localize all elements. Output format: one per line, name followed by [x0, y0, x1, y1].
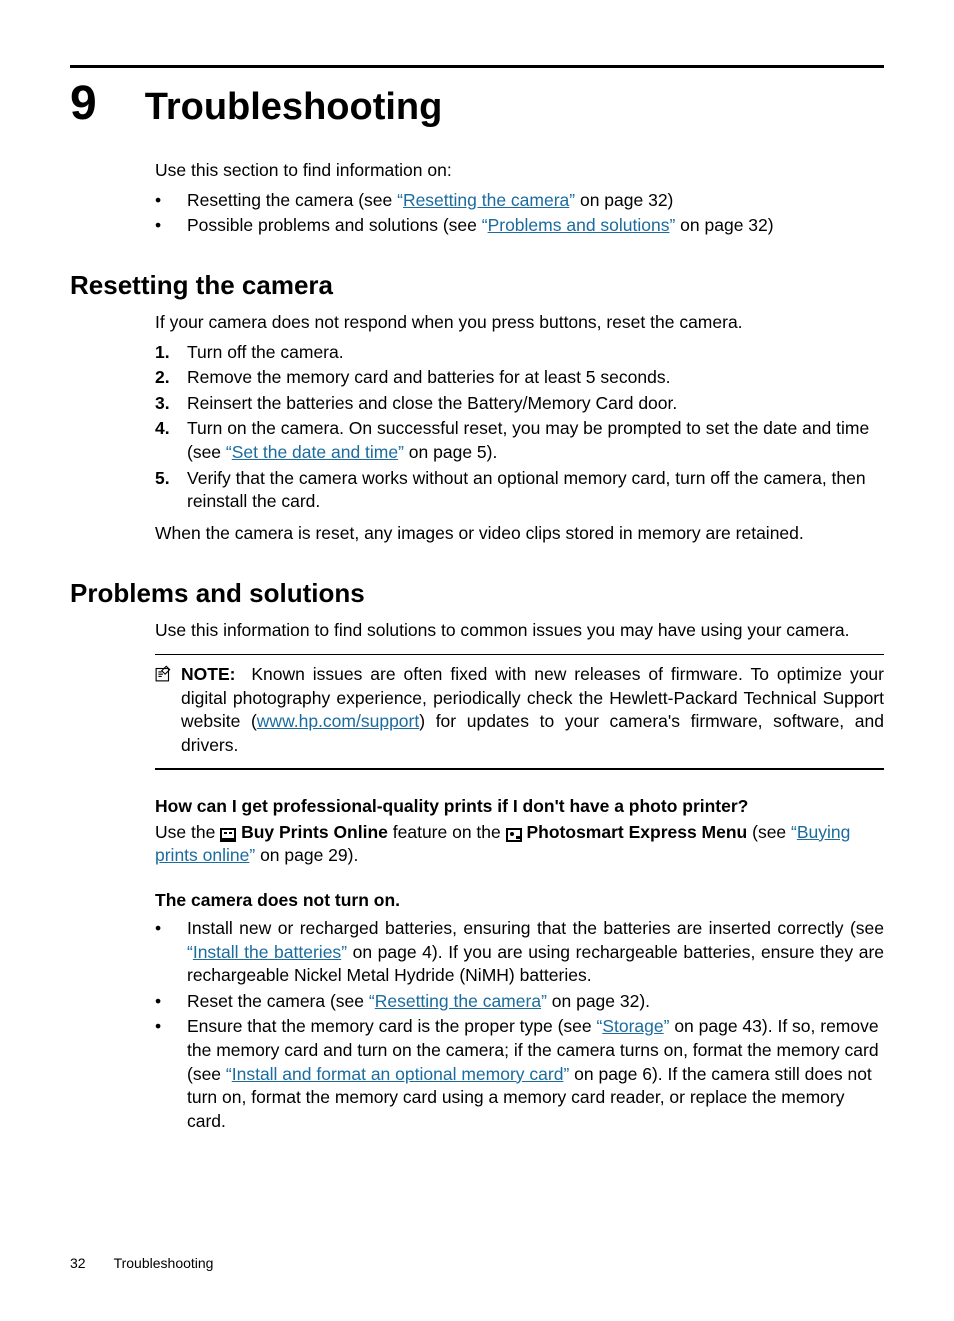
chapter-title-bar: [70, 65, 884, 68]
step-content: Turn off the camera.: [187, 341, 884, 365]
body-text: When the camera is reset, any images or …: [155, 522, 884, 546]
note-icon: [155, 663, 181, 758]
qa-question: The camera does not turn on.: [155, 890, 884, 911]
intro-text: Use this section to find information on:: [155, 159, 884, 183]
chapter-name: Troubleshooting: [145, 86, 443, 129]
bullet-marker: •: [155, 1015, 187, 1133]
link-hp-support[interactable]: www.hp.com/support: [257, 711, 419, 731]
bullet-content: Reset the camera (see “Resetting the cam…: [187, 990, 884, 1014]
list-item: 2. Remove the memory card and batteries …: [155, 366, 884, 390]
qa-answer: Use the Buy Prints Online feature on the…: [155, 821, 884, 868]
list-item: 3. Reinsert the batteries and close the …: [155, 392, 884, 416]
step-number: 1.: [155, 341, 187, 365]
bullet-content: Ensure that the memory card is the prope…: [187, 1015, 884, 1133]
chapter-title: 9 Troubleshooting: [70, 76, 884, 131]
bullet-marker: •: [155, 990, 187, 1014]
list-item: • Reset the camera (see “Resetting the c…: [155, 990, 884, 1014]
list-item: • Possible problems and solutions (see “…: [155, 214, 884, 238]
qa-question: How can I get professional-quality print…: [155, 796, 884, 817]
step-content: Remove the memory card and batteries for…: [187, 366, 884, 390]
chapter-number: 9: [70, 76, 97, 131]
bullet-marker: •: [155, 189, 187, 213]
note-block: NOTE: Known issues are often fixed with …: [155, 654, 884, 770]
step-content: Reinsert the batteries and close the Bat…: [187, 392, 884, 416]
list-item: • Resetting the camera (see “Resetting t…: [155, 189, 884, 213]
list-item: 4. Turn on the camera. On successful res…: [155, 417, 884, 464]
bullet-content: Resetting the camera (see “Resetting the…: [187, 189, 884, 213]
list-item: • Ensure that the memory card is the pro…: [155, 1015, 884, 1133]
step-number: 3.: [155, 392, 187, 416]
intro-bullet-list: • Resetting the camera (see “Resetting t…: [155, 189, 884, 238]
body-text: Use this information to find solutions t…: [155, 619, 884, 643]
page-number: 32: [70, 1255, 86, 1271]
note-label: NOTE:: [181, 664, 235, 684]
link-install-batteries[interactable]: Install the batteries: [193, 942, 341, 962]
step-number: 2.: [155, 366, 187, 390]
note-content: NOTE: Known issues are often fixed with …: [181, 663, 884, 758]
bullet-content: Install new or recharged batteries, ensu…: [187, 917, 884, 988]
step-content: Turn on the camera. On successful reset,…: [187, 417, 884, 464]
link-resetting-camera[interactable]: Resetting the camera: [403, 190, 569, 210]
page-footer: 32 Troubleshooting: [70, 1255, 213, 1271]
cart-icon: [220, 825, 236, 839]
link-resetting-camera-2[interactable]: Resetting the camera: [375, 991, 541, 1011]
qa2-bullet-list: • Install new or recharged batteries, en…: [155, 917, 884, 1134]
bullet-marker: •: [155, 917, 187, 988]
list-item: 5. Verify that the camera works without …: [155, 467, 884, 514]
body-text: If your camera does not respond when you…: [155, 311, 884, 335]
steps-list: 1. Turn off the camera. 2. Remove the me…: [155, 341, 884, 514]
bullet-marker: •: [155, 214, 187, 238]
step-content: Verify that the camera works without an …: [187, 467, 884, 514]
footer-label: Troubleshooting: [114, 1255, 214, 1271]
list-item: 1. Turn off the camera.: [155, 341, 884, 365]
link-problems-solutions[interactable]: Problems and solutions: [488, 215, 670, 235]
bullet-content: Possible problems and solutions (see “Pr…: [187, 214, 884, 238]
link-install-format-card[interactable]: Install and format an optional memory ca…: [232, 1064, 564, 1084]
step-number: 4.: [155, 417, 187, 464]
section-heading-resetting: Resetting the camera: [70, 270, 884, 301]
step-number: 5.: [155, 467, 187, 514]
link-storage[interactable]: Storage: [602, 1016, 663, 1036]
list-item: • Install new or recharged batteries, en…: [155, 917, 884, 988]
menu-icon: [506, 825, 522, 839]
link-set-date-time[interactable]: Set the date and time: [232, 442, 398, 462]
section-heading-problems: Problems and solutions: [70, 578, 884, 609]
